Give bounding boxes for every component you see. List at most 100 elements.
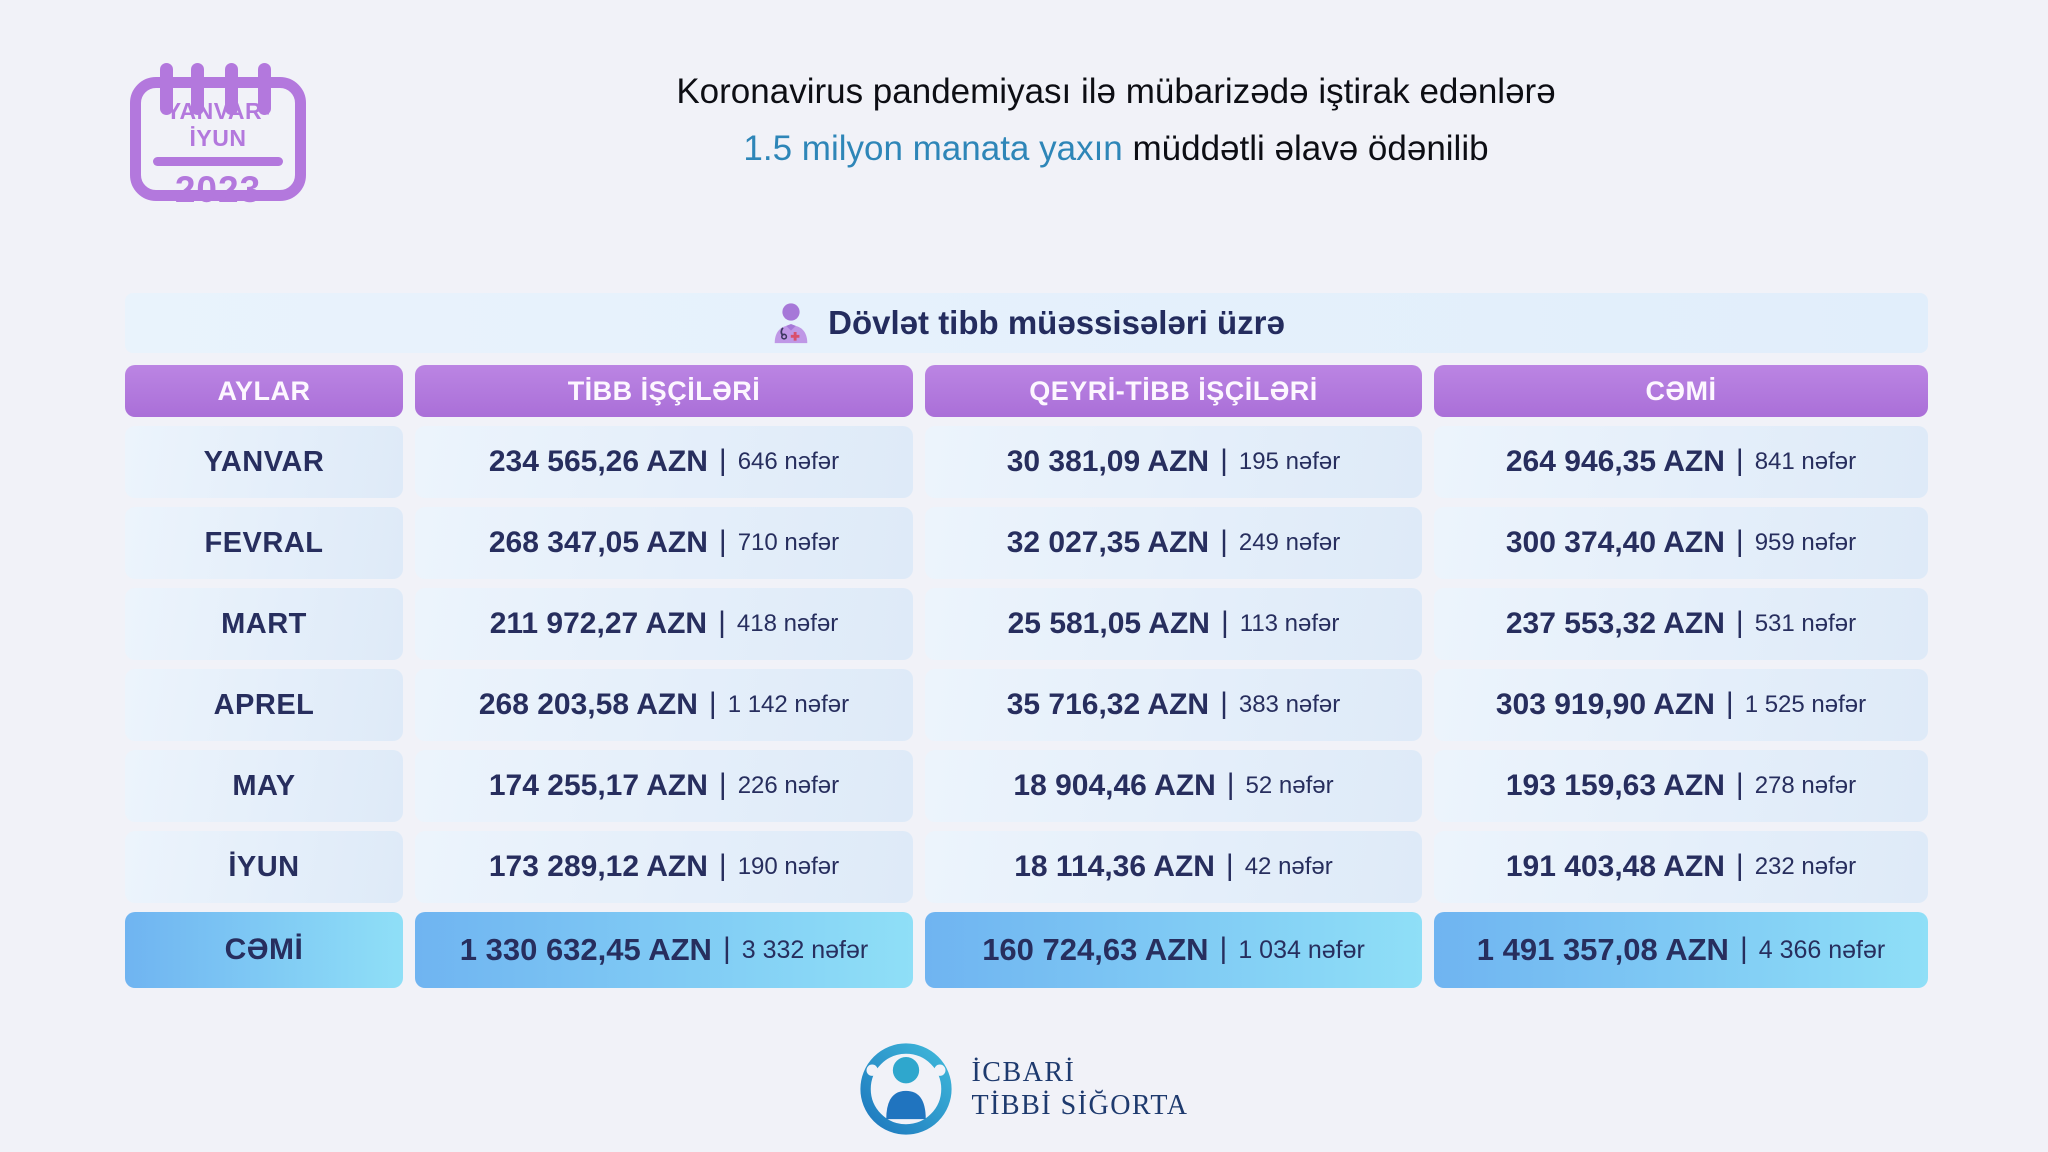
doctor-icon xyxy=(774,303,808,344)
value-separator: | xyxy=(1219,932,1228,965)
month-label: APREL xyxy=(213,688,315,721)
month-cell: İYUN xyxy=(125,831,403,903)
person-count: 249 nəfər xyxy=(1238,529,1341,556)
row-total-cell: 191 403,48 AZN | 232 nəfər xyxy=(1434,831,1928,903)
value-separator: | xyxy=(1735,849,1744,882)
person-count: 52 nəfər xyxy=(1245,772,1334,799)
medical-staff-cell: 234 565,26 AZN | 646 nəfər xyxy=(415,426,913,498)
value-separator: | xyxy=(1220,525,1228,558)
row-total-cell: 303 919,90 AZN | 1 525 nəfər xyxy=(1434,669,1928,741)
column-header-total: CƏMİ xyxy=(1434,365,1928,417)
total-non-medical-staff-cell: 160 724,63 AZN | 1 034 nəfər xyxy=(925,912,1422,988)
data-table: Dövlət tibb müəssisələri üzrə AYLAR TİBB… xyxy=(125,293,1928,988)
month-label: MAY xyxy=(232,769,296,802)
value-separator: | xyxy=(1735,768,1744,801)
calendar-ring-icon xyxy=(225,63,238,115)
title-line-2-rest: müddətli əlavə ödənilib xyxy=(1122,129,1489,168)
person-count: 1 525 nəfər xyxy=(1744,691,1867,718)
azn-value: 1 330 632,45 AZN xyxy=(459,932,712,967)
azn-value: 191 403,48 AZN xyxy=(1505,850,1725,883)
person-count: 1 142 nəfər xyxy=(727,691,850,718)
footer-logo: İCBARİ TİBBİ SİĞORTA xyxy=(0,1042,2048,1136)
page-title: Koronavirus pandemiyası ilə mübarizədə i… xyxy=(284,70,1948,171)
value-separator: | xyxy=(1739,932,1748,965)
calendar-divider xyxy=(153,157,283,166)
month-label: MART xyxy=(221,607,307,640)
month-cell: APREL xyxy=(125,669,403,741)
non-medical-staff-cell: 32 027,35 AZN | 249 nəfər xyxy=(925,507,1422,579)
azn-value: 30 381,09 AZN xyxy=(1006,445,1210,478)
table-banner-label: Dövlət tibb müəssisələri üzrə xyxy=(828,304,1285,341)
value-separator: | xyxy=(1735,606,1744,639)
value-separator: | xyxy=(718,606,726,639)
month-label: FEVRAL xyxy=(204,526,324,559)
non-medical-staff-cell: 18 114,36 AZN | 42 nəfər xyxy=(925,831,1422,903)
medical-staff-cell: 174 255,17 AZN | 226 nəfər xyxy=(415,750,913,822)
total-label: CƏMİ xyxy=(224,933,304,966)
value-separator: | xyxy=(708,687,717,720)
total-medical-staff-cell: 1 330 632,45 AZN | 3 332 nəfər xyxy=(415,912,913,988)
row-total-cell: 300 374,40 AZN | 959 nəfər xyxy=(1434,507,1928,579)
person-count: 232 nəfər xyxy=(1754,853,1857,880)
calendar-icon: YANVAR-İYUN 2023 xyxy=(130,63,306,210)
medical-staff-cell: 173 289,12 AZN | 190 nəfər xyxy=(415,831,913,903)
value-separator: | xyxy=(1226,768,1235,801)
value-separator: | xyxy=(718,849,727,882)
azn-value: 211 972,27 AZN xyxy=(489,607,708,640)
value-separator: | xyxy=(718,444,727,477)
row-total-cell: 264 946,35 AZN | 841 nəfər xyxy=(1434,426,1928,498)
insurance-logo-icon xyxy=(860,1043,953,1135)
medical-staff-cell: 268 347,05 AZN | 710 nəfər xyxy=(415,507,913,579)
total-label-cell: CƏMİ xyxy=(125,912,403,988)
column-header-non-medical-staff: QEYRİ-TİBB İŞÇİLƏRİ xyxy=(925,365,1422,417)
month-label: YANVAR xyxy=(203,445,325,478)
value-separator: | xyxy=(718,768,727,801)
value-separator: | xyxy=(1220,444,1228,477)
azn-value: 268 203,58 AZN xyxy=(478,688,698,721)
calendar-ring-icon xyxy=(160,63,173,115)
azn-value: 25 581,05 AZN xyxy=(1007,607,1210,640)
person-count: 646 nəfər xyxy=(737,448,840,475)
person-count: 383 nəfər xyxy=(1238,691,1341,718)
calendar-period-label: YANVAR-İYUN xyxy=(165,98,271,151)
person-count: 190 nəfər xyxy=(737,853,840,880)
month-cell: MART xyxy=(125,588,403,660)
month-cell: YANVAR xyxy=(125,426,403,498)
value-separator: | xyxy=(1725,687,1734,720)
medical-staff-cell: 211 972,27 AZN | 418 nəfər xyxy=(415,588,913,660)
column-header-medical-staff: TİBB İŞÇİLƏRİ xyxy=(415,365,913,417)
value-separator: | xyxy=(1735,525,1744,558)
azn-value: 234 565,26 AZN xyxy=(488,445,708,478)
calendar-year-label: 2023 xyxy=(174,169,262,210)
calendar-ring-icon xyxy=(258,63,271,115)
calendar-ring-icon xyxy=(191,63,204,115)
person-count: 195 nəfər xyxy=(1238,448,1341,475)
table-banner: Dövlət tibb müəssisələri üzrə xyxy=(125,293,1928,353)
azn-value: 1 491 357,08 AZN xyxy=(1476,932,1729,967)
person-count: 959 nəfər xyxy=(1754,529,1857,556)
azn-value: 35 716,32 AZN xyxy=(1006,688,1210,721)
total-overall-cell: 1 491 357,08 AZN | 4 366 nəfər xyxy=(1434,912,1928,988)
azn-value: 18 904,46 AZN xyxy=(1013,769,1216,802)
person-count: 531 nəfər xyxy=(1754,610,1857,637)
month-cell: MAY xyxy=(125,750,403,822)
month-cell: FEVRAL xyxy=(125,507,403,579)
person-count: 226 nəfər xyxy=(737,772,840,799)
table-grid: AYLAR TİBB İŞÇİLƏRİ QEYRİ-TİBB İŞÇİLƏRİ … xyxy=(125,365,1928,988)
value-separator: | xyxy=(718,525,727,558)
person-count: 3 332 nəfər xyxy=(741,935,869,964)
value-separator: | xyxy=(1735,444,1744,477)
azn-value: 303 919,90 AZN xyxy=(1495,688,1715,721)
azn-value: 237 553,32 AZN xyxy=(1505,607,1725,640)
azn-value: 174 255,17 AZN xyxy=(488,769,708,802)
non-medical-staff-cell: 25 581,05 AZN | 113 nəfər xyxy=(925,588,1422,660)
logo-text-line-1: İCBARİ xyxy=(971,1057,1076,1088)
title-line-1: Koronavirus pandemiyası ilə mübarizədə i… xyxy=(676,72,1556,111)
logo-text-line-2: TİBBİ SİĞORTA xyxy=(971,1090,1189,1121)
title-highlight: 1.5 milyon manata yaxın xyxy=(743,129,1123,168)
value-separator: | xyxy=(1220,606,1229,639)
person-count: 113 nəfər xyxy=(1239,610,1340,637)
medical-staff-cell: 268 203,58 AZN | 1 142 nəfər xyxy=(415,669,913,741)
person-count: 278 nəfər xyxy=(1754,772,1857,799)
